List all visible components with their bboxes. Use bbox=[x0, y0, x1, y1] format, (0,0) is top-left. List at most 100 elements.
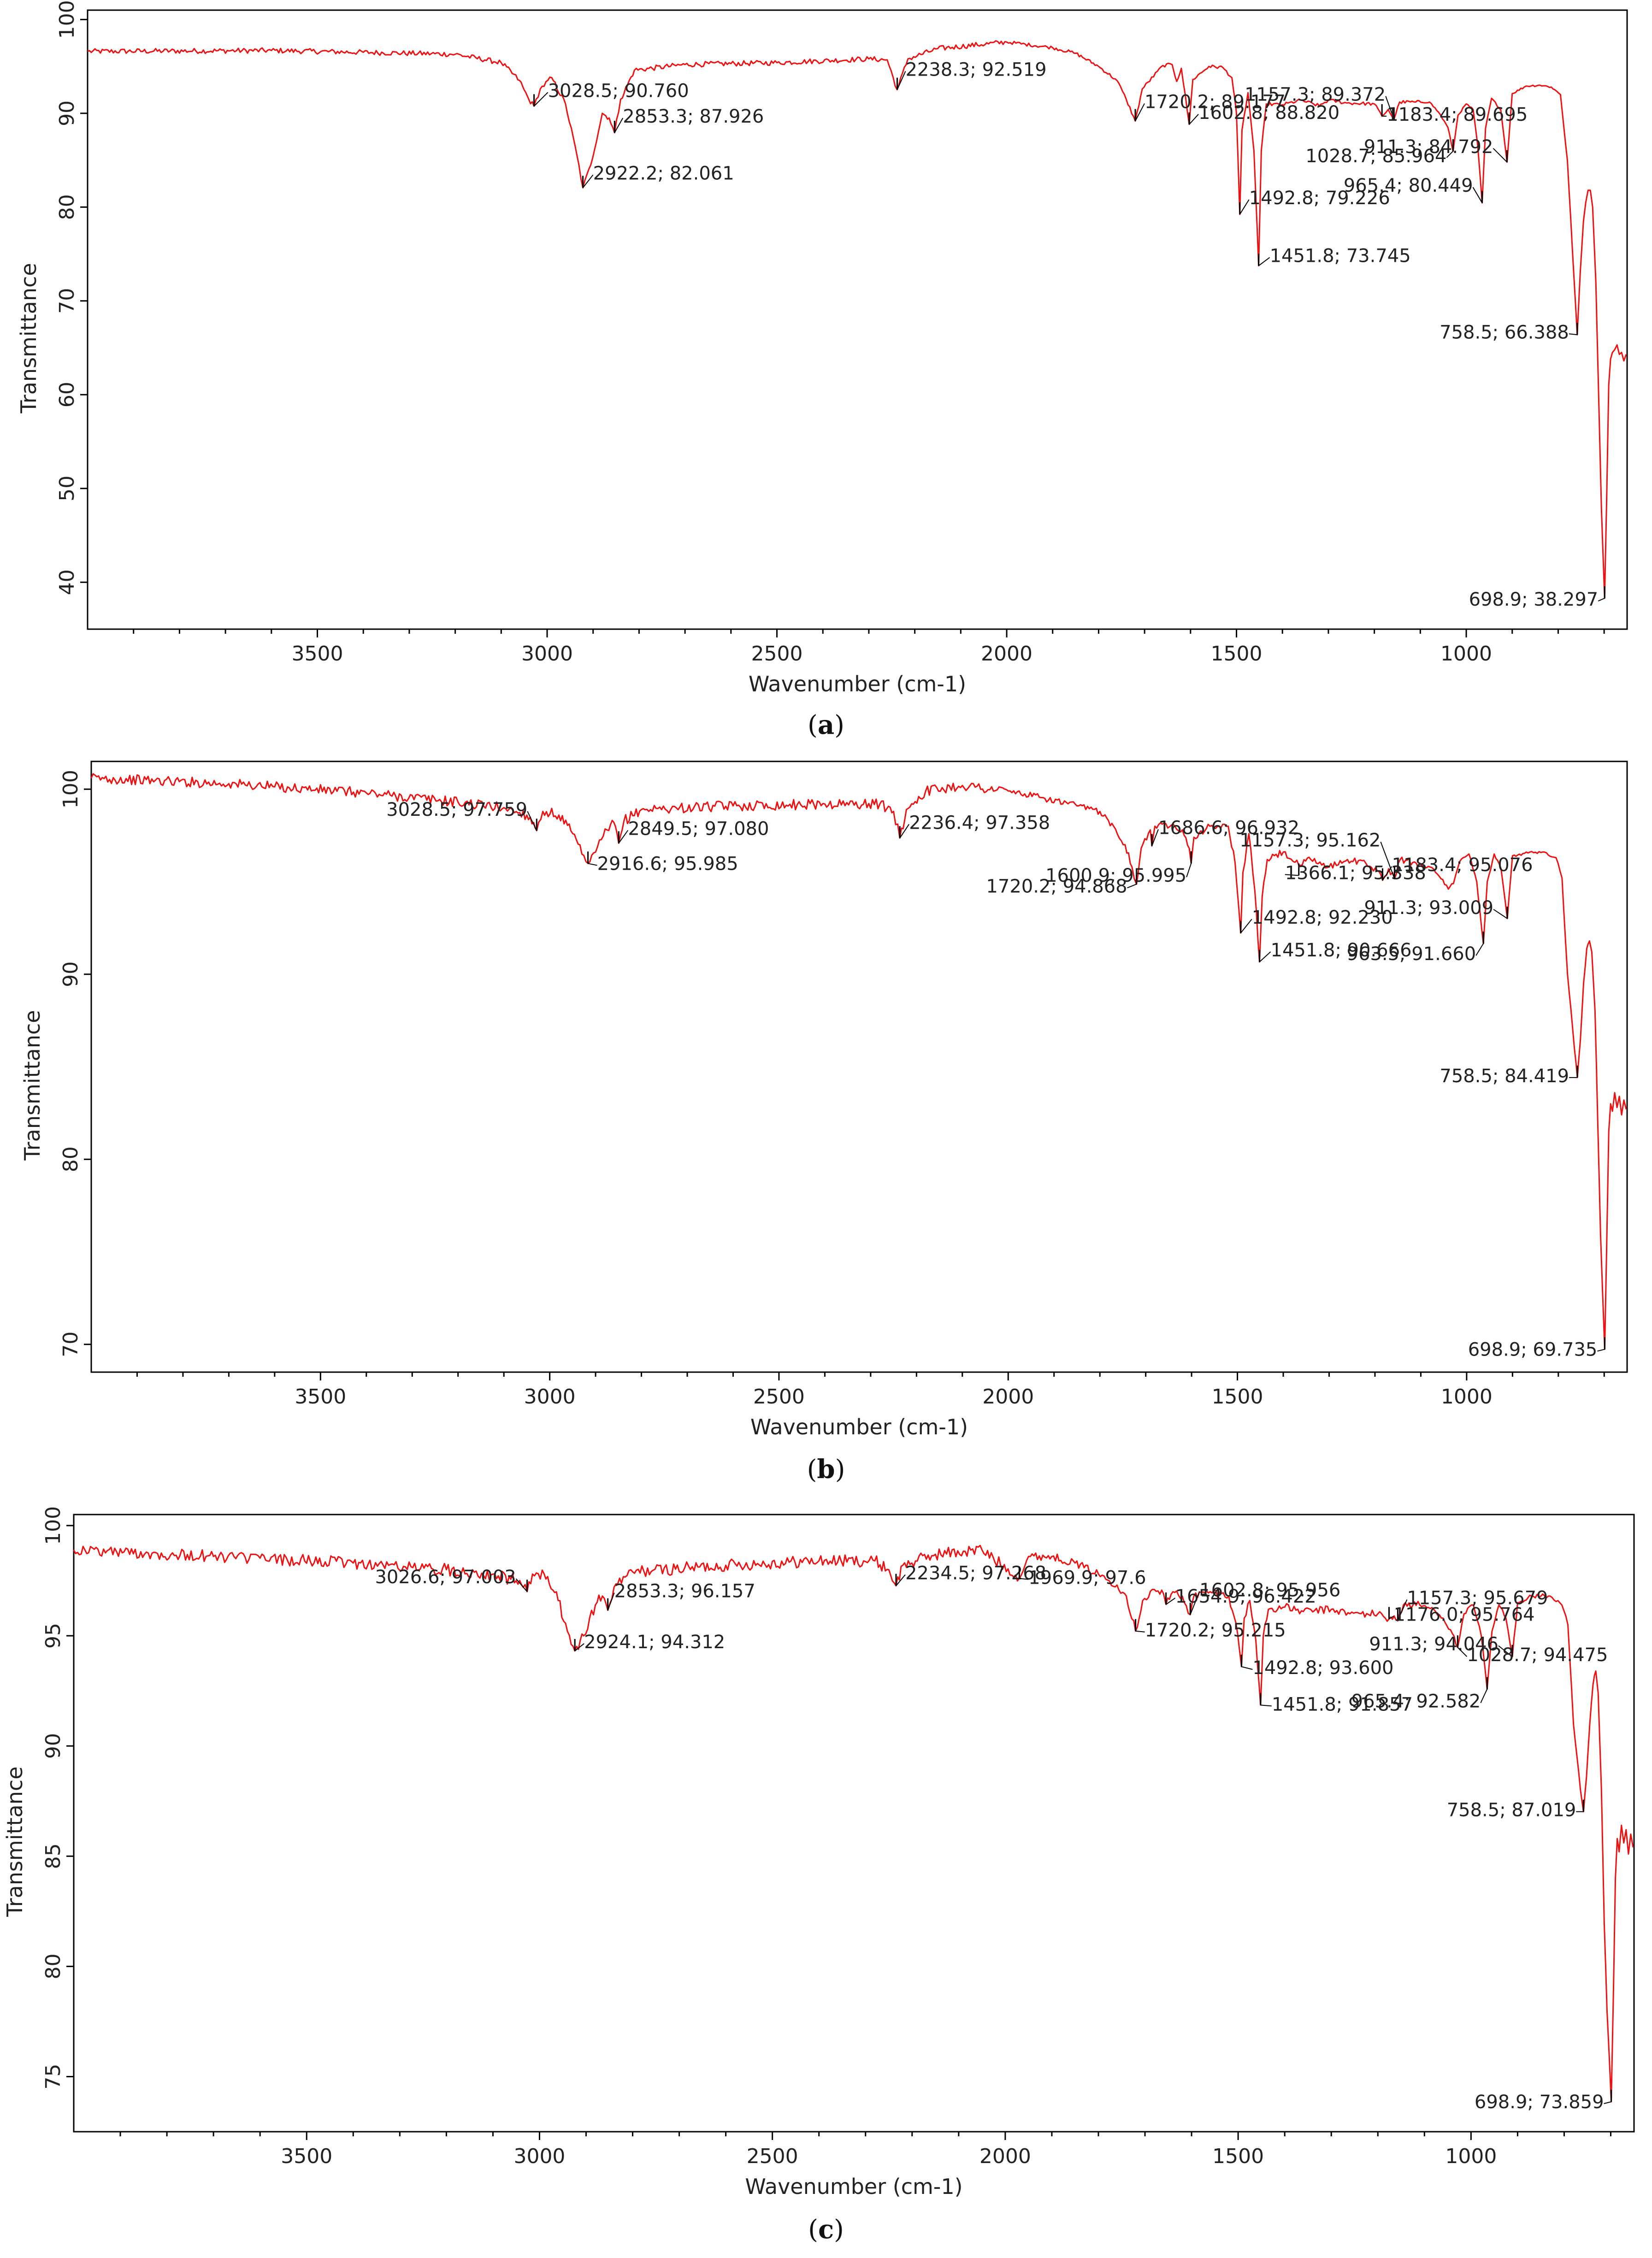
peak-leader-line bbox=[1189, 114, 1199, 125]
peak-leader-line bbox=[1472, 187, 1483, 203]
y-axis-title: Transmittance bbox=[16, 263, 41, 413]
peak-annotation: 1602.8; 88.820 bbox=[1188, 102, 1339, 125]
peak-label: 2924.1; 94.312 bbox=[584, 1632, 725, 1653]
peak-leader-line bbox=[1604, 2101, 1611, 2104]
peak-label: 1451.8; 73.745 bbox=[1270, 246, 1411, 267]
peak-label: 3028.5; 90.760 bbox=[548, 80, 689, 101]
x-tick-label: 1000 bbox=[1445, 2145, 1497, 2168]
peak-label: 2922.2; 82.061 bbox=[593, 163, 734, 184]
spectrum-line bbox=[90, 773, 1627, 1350]
y-tick-label: 60 bbox=[55, 382, 79, 407]
peak-annotation: 911.3; 84.792 bbox=[1364, 136, 1508, 163]
peak-label: 1451.8; 91.857 bbox=[1272, 1694, 1413, 1715]
peak-annotation: 1720.2; 89.177 bbox=[1134, 92, 1286, 122]
ir-spectrum-chart-b: 3500 3000 2500 2000 1500 1000 100 90 80 70 Wavenum… bbox=[20, 761, 1628, 1485]
peak-label: 965.4; 80.449 bbox=[1344, 175, 1473, 196]
x-tick-label: 2000 bbox=[979, 2145, 1031, 2168]
peak-label: 1686.6; 96.932 bbox=[1158, 817, 1299, 838]
peak-label: 758.5; 87.019 bbox=[1447, 1800, 1576, 1821]
peak-annotation: 1157.3; 89.372 bbox=[1245, 84, 1395, 119]
peak-label: 911.3; 94.046 bbox=[1369, 1634, 1499, 1655]
peak-label: 1654.9; 96.422 bbox=[1175, 1586, 1316, 1607]
spectrum-line bbox=[73, 1545, 1634, 2103]
peak-annotation: 1720.2; 94.868 bbox=[986, 872, 1138, 897]
peak-annotation: 1720.2; 95.215 bbox=[1135, 1619, 1286, 1641]
spectrum-panel-a: 3500 3000 2500 2000 1500 1000 100 90 80 70 60 50 40 W… bbox=[0, 0, 1652, 751]
peak-label: 698.9; 38.297 bbox=[1469, 589, 1599, 610]
peak-annotation: 1602.8; 95.956 bbox=[1189, 1580, 1340, 1615]
peak-leader-line bbox=[1569, 333, 1577, 336]
plot-frame bbox=[90, 761, 1628, 1373]
peak-label: 1602.8; 95.956 bbox=[1199, 1580, 1340, 1601]
peak-leader-line bbox=[582, 174, 594, 188]
peak-annotation: 2853.3; 96.157 bbox=[607, 1581, 755, 1611]
peak-label: 2234.5; 97.268 bbox=[905, 1563, 1046, 1584]
peak-label: 2853.3; 87.926 bbox=[623, 106, 764, 127]
x-axis-title: Wavenumber (cm-1) bbox=[749, 672, 966, 696]
peak-label: 1720.2; 95.215 bbox=[1145, 1620, 1286, 1641]
y-tick-label: 100 bbox=[59, 770, 83, 808]
peak-leader-line bbox=[1285, 874, 1299, 876]
x-tick-label: 3000 bbox=[521, 642, 573, 666]
peak-leader-line bbox=[618, 830, 629, 844]
y-axis-title: Transmittance bbox=[2, 1766, 27, 1917]
peak-label: 758.5; 84.419 bbox=[1440, 1066, 1569, 1087]
peak-leader-line bbox=[1446, 151, 1454, 158]
peak-label: 1176.0; 95.764 bbox=[1394, 1604, 1535, 1625]
peak-annotation: 698.9; 69.735 bbox=[1468, 1337, 1605, 1360]
peak-annotation: 1492.8; 93.600 bbox=[1240, 1654, 1394, 1679]
peak-annotation: 758.5; 66.388 bbox=[1440, 322, 1578, 343]
x-tick-label: 1500 bbox=[1211, 642, 1263, 666]
y-tick-label: 50 bbox=[55, 476, 79, 501]
peak-leader-line bbox=[1135, 103, 1145, 122]
peak-label: 2238.3; 92.519 bbox=[905, 59, 1046, 81]
peak-leader-line bbox=[1259, 951, 1271, 962]
peak-label: 965.4; 92.582 bbox=[1351, 1691, 1481, 1712]
peak-annotation: 2916.6; 95.985 bbox=[587, 851, 738, 874]
peak-leader-line bbox=[1166, 1598, 1176, 1605]
x-tick-label: 1000 bbox=[1441, 1385, 1493, 1409]
peak-label: 1028.7; 94.475 bbox=[1467, 1645, 1608, 1666]
peak-leader-line bbox=[1493, 148, 1508, 163]
x-tick-label: 2000 bbox=[982, 1385, 1034, 1409]
peak-label: 1720.2; 94.868 bbox=[986, 876, 1127, 897]
peak-annotation: 1183.4; 89.695 bbox=[1381, 104, 1528, 125]
peak-label: 1157.3; 95.679 bbox=[1407, 1588, 1548, 1609]
peak-label: 963.5; 91.660 bbox=[1347, 943, 1476, 965]
spectrum-line bbox=[87, 40, 1627, 599]
spectrum-panel-b: 3500 3000 2500 2000 1500 1000 100 90 80 70 Wavenum… bbox=[0, 751, 1652, 1503]
peak-leader-line bbox=[515, 1578, 528, 1592]
peak-annotation: 3028.5; 97.759 bbox=[386, 799, 537, 831]
peak-label: 3028.5; 97.759 bbox=[386, 799, 527, 820]
peak-leader-line bbox=[527, 811, 537, 831]
peak-label: 698.9; 73.859 bbox=[1475, 2092, 1604, 2113]
peak-annotation: 1492.8; 92.230 bbox=[1240, 907, 1393, 933]
peak-leader-line bbox=[1397, 1599, 1408, 1621]
peak-annotation: 965.4; 92.582 bbox=[1351, 1677, 1488, 1712]
peak-annotation: 2853.3; 87.926 bbox=[614, 106, 764, 133]
peak-annotation: 1451.8; 73.745 bbox=[1258, 246, 1411, 267]
peak-label: 911.3; 93.009 bbox=[1364, 897, 1493, 919]
peak-label: 1492.8; 92.230 bbox=[1252, 907, 1393, 928]
peak-leader-line bbox=[1498, 1645, 1513, 1657]
peak-label: 1366.1; 95.338 bbox=[1285, 862, 1426, 884]
panel-caption: (a) bbox=[808, 710, 844, 740]
y-tick-label: 100 bbox=[55, 0, 79, 39]
peak-leader-line bbox=[1598, 597, 1605, 601]
peak-annotation: 1157.3; 95.162 bbox=[1239, 830, 1395, 879]
peak-label: 911.3; 84.792 bbox=[1364, 136, 1493, 158]
peak-leader-line bbox=[1475, 943, 1484, 956]
peak-label: 1183.4; 89.695 bbox=[1386, 104, 1528, 125]
peak-label: 1157.3; 89.372 bbox=[1245, 84, 1386, 106]
x-tick-label: 3500 bbox=[295, 1385, 346, 1409]
peak-leader-line bbox=[1190, 1591, 1200, 1615]
y-tick-label: 40 bbox=[55, 569, 79, 595]
peak-annotation: 1366.1; 95.338 bbox=[1285, 862, 1426, 884]
y-tick-label: 80 bbox=[59, 1146, 83, 1172]
peak-leader-line bbox=[533, 92, 549, 107]
peak-leader-line bbox=[1239, 199, 1250, 215]
y-axis-title: Transmittance bbox=[20, 1010, 45, 1161]
peak-label: 1492.8; 79.226 bbox=[1249, 188, 1390, 209]
peak-annotation: 963.5; 91.660 bbox=[1347, 931, 1484, 965]
peak-annotation: 1176.0; 95.764 bbox=[1388, 1604, 1535, 1625]
